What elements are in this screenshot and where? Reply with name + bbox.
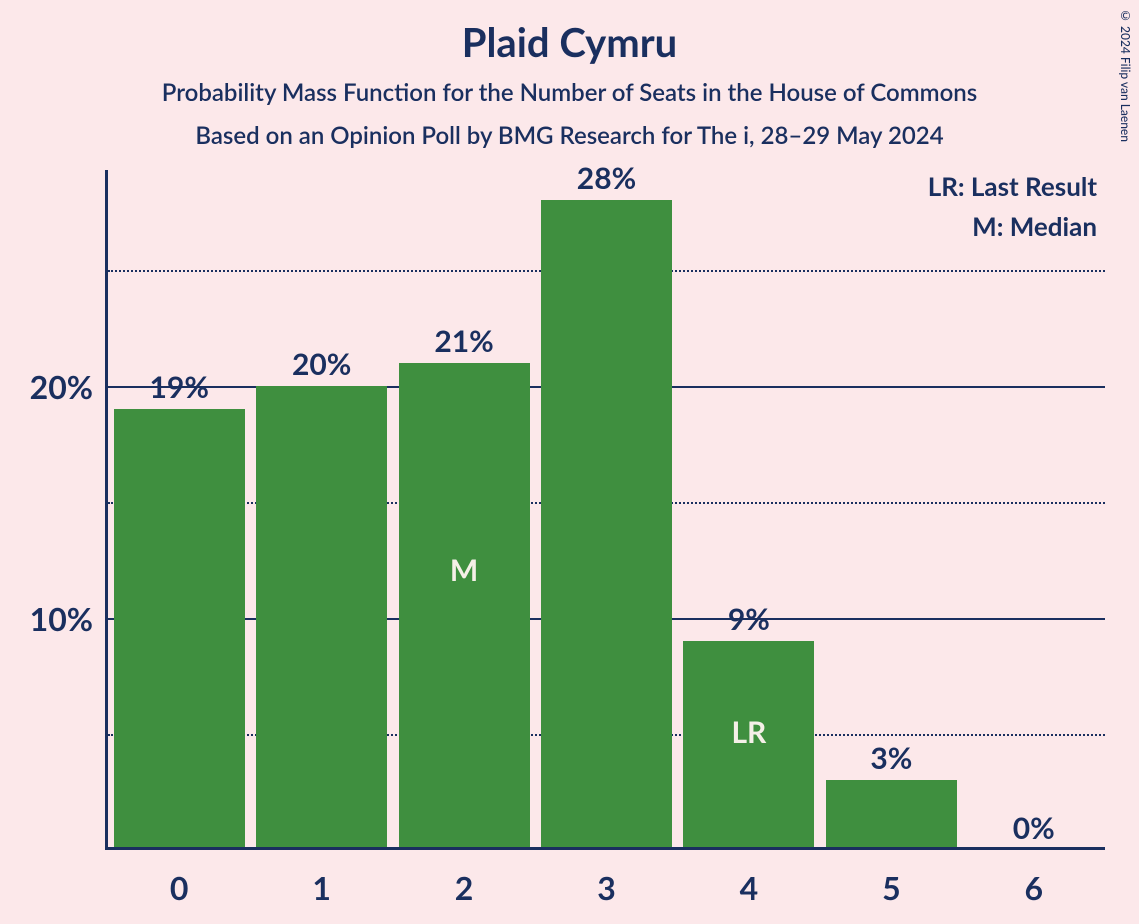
chart-container: © 2024 Filip van Laenen Plaid Cymru Prob… (0, 0, 1139, 924)
y-tick-label: 20% (3, 367, 93, 406)
bar (541, 200, 672, 847)
bar (256, 386, 387, 847)
x-axis (105, 847, 1105, 850)
legend-m: M: Median (972, 210, 1097, 242)
bar (399, 363, 530, 848)
y-tick-label: 10% (3, 599, 93, 638)
bar-value-label: 19% (108, 369, 250, 405)
bar-marker: M (393, 552, 535, 588)
bar (826, 780, 957, 847)
chart-subtitle-2: Based on an Opinion Poll by BMG Research… (0, 121, 1139, 150)
plot-area: 10%20%19%020%121%2M28%39%4LR3%50%6LR: La… (105, 170, 1105, 850)
bar-value-label: 20% (250, 346, 392, 382)
x-tick-label: 5 (820, 868, 962, 907)
bar-value-label: 9% (678, 601, 820, 637)
bar-value-label: 0% (963, 810, 1105, 846)
legend-lr: LR: Last Result (928, 170, 1097, 202)
x-tick-label: 3 (535, 868, 677, 907)
x-tick-label: 1 (250, 868, 392, 907)
chart-title: Plaid Cymru (0, 0, 1139, 66)
x-tick-label: 4 (678, 868, 820, 907)
x-tick-label: 0 (108, 868, 250, 907)
y-axis (105, 170, 108, 850)
bar-value-label: 3% (820, 740, 962, 776)
chart-subtitle-1: Probability Mass Function for the Number… (0, 78, 1139, 107)
bar (114, 409, 245, 847)
bar-value-label: 28% (535, 160, 677, 196)
x-tick-label: 2 (393, 868, 535, 907)
bar-marker: LR (678, 714, 820, 750)
bar-value-label: 21% (393, 323, 535, 359)
copyright-text: © 2024 Filip van Laenen (1118, 8, 1133, 142)
x-tick-label: 6 (963, 868, 1105, 907)
